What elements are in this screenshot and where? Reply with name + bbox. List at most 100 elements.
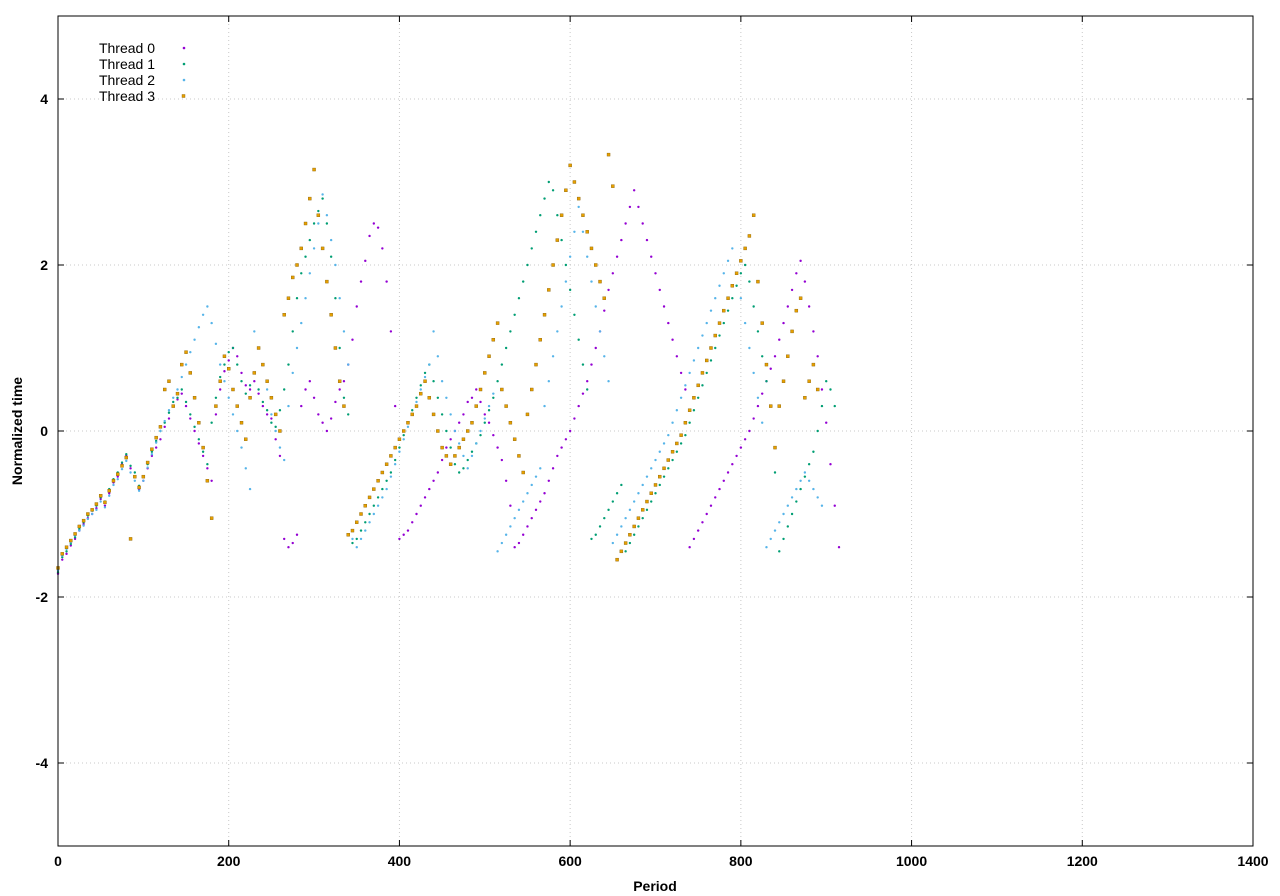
data-point-thread-0 [351, 338, 354, 341]
data-point-thread-0 [402, 533, 405, 536]
data-point-thread-0 [714, 496, 717, 499]
data-point-thread-1 [270, 421, 273, 424]
data-point-thread-3 [611, 184, 615, 188]
data-point-thread-2 [560, 305, 563, 308]
data-point-thread-0 [304, 388, 307, 391]
data-point-thread-1 [709, 359, 713, 362]
data-point-thread-0 [679, 371, 683, 375]
data-point-thread-2 [376, 504, 380, 507]
data-point-thread-2 [603, 355, 606, 358]
data-point-thread-2 [436, 355, 440, 358]
data-point-thread-0 [470, 396, 474, 399]
data-point-thread-1 [658, 483, 661, 487]
data-point-thread-0 [180, 392, 183, 395]
data-point-thread-2 [479, 429, 482, 433]
data-point-thread-1 [223, 363, 226, 366]
data-point-thread-0 [812, 330, 815, 333]
data-point-thread-2 [543, 404, 546, 408]
data-point-thread-3 [81, 518, 86, 523]
data-point-thread-1 [714, 346, 717, 350]
data-point-thread-2 [807, 479, 811, 482]
data-point-thread-3 [103, 500, 107, 505]
data-point-thread-1 [432, 380, 435, 383]
data-point-thread-1 [372, 504, 376, 507]
data-point-thread-3 [180, 362, 184, 367]
data-point-thread-0 [364, 259, 367, 263]
data-point-thread-0 [385, 280, 388, 283]
data-point-thread-2 [466, 467, 469, 470]
data-point-thread-0 [620, 238, 623, 242]
data-point-thread-2 [342, 330, 346, 333]
data-point-thread-0 [154, 446, 158, 449]
data-point-thread-1 [803, 475, 807, 478]
data-point-thread-1 [624, 550, 627, 553]
data-point-thread-1 [244, 392, 247, 395]
data-point-thread-0 [248, 388, 252, 391]
data-point-thread-3 [291, 275, 295, 280]
data-point-thread-3 [743, 246, 747, 251]
data-point-thread-2 [338, 297, 341, 300]
data-point-thread-0 [103, 504, 107, 507]
data-point-thread-3 [705, 358, 709, 363]
data-point-thread-2 [662, 442, 666, 445]
data-point-thread-1 [402, 433, 405, 437]
data-point-thread-0 [355, 305, 358, 308]
data-point-thread-0 [607, 288, 610, 292]
data-point-thread-2 [329, 238, 333, 242]
data-point-thread-3 [235, 404, 239, 408]
data-point-thread-2 [641, 483, 644, 487]
data-point-thread-1 [359, 529, 363, 532]
data-point-thread-1 [125, 453, 128, 456]
data-point-thread-0 [150, 454, 154, 458]
data-point-thread-3 [209, 516, 214, 520]
data-point-thread-3 [337, 379, 342, 383]
data-point-thread-1 [483, 421, 486, 424]
data-point-thread-0 [739, 446, 743, 449]
data-point-thread-0 [287, 546, 290, 549]
data-point-thread-3 [333, 346, 338, 350]
data-point-thread-2 [650, 467, 653, 470]
data-point-thread-0 [312, 396, 316, 399]
data-point-thread-2 [282, 458, 286, 462]
data-point-thread-1 [351, 541, 354, 545]
data-point-thread-2 [197, 326, 201, 329]
data-point-thread-2 [705, 321, 708, 325]
data-point-thread-3 [312, 167, 316, 172]
data-point-thread-3 [278, 429, 282, 433]
data-point-thread-3 [696, 383, 700, 388]
data-point-thread-1 [782, 537, 785, 541]
data-point-thread-1 [69, 542, 73, 546]
data-point-thread-1 [65, 550, 68, 553]
data-point-thread-3 [120, 464, 124, 468]
data-point-thread-0 [637, 205, 640, 209]
data-point-thread-0 [526, 525, 529, 528]
data-point-thread-1 [436, 396, 440, 399]
data-point-thread-1 [573, 313, 576, 316]
data-point-thread-2 [159, 429, 162, 433]
data-point-thread-1 [726, 309, 730, 312]
x-tick-label: 1200 [1067, 853, 1098, 869]
data-point-thread-1 [509, 330, 512, 333]
data-point-thread-0 [530, 516, 533, 520]
data-point-thread-1 [197, 438, 201, 441]
data-point-thread-3 [623, 541, 628, 545]
data-point-thread-3 [269, 396, 274, 400]
data-point-thread-3 [184, 350, 188, 354]
data-point-thread-3 [636, 516, 641, 520]
data-point-thread-1 [539, 214, 542, 217]
data-point-thread-0 [581, 392, 585, 395]
data-point-thread-3 [666, 458, 671, 462]
data-point-thread-0 [376, 226, 380, 229]
data-point-thread-1 [167, 411, 171, 414]
data-point-thread-0 [419, 504, 422, 507]
data-point-thread-1 [705, 371, 708, 375]
data-point-thread-2 [637, 492, 640, 495]
data-point-thread-1 [278, 409, 282, 412]
data-point-thread-2 [95, 508, 98, 512]
data-point-thread-1 [304, 255, 307, 258]
data-point-thread-1 [415, 396, 418, 399]
data-point-thread-1 [355, 537, 358, 541]
data-point-thread-0 [338, 388, 341, 391]
legend-marker-thread-2 [182, 78, 186, 82]
